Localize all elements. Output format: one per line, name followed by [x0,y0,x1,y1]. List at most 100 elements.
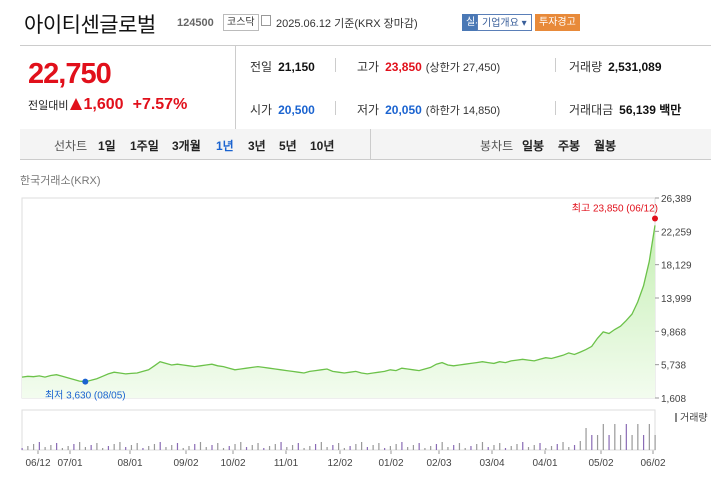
x-tick-label: 03/04 [479,458,504,469]
volume-bar [516,444,518,450]
volume-bar [637,424,639,450]
tab-3m[interactable]: 3개월 [172,139,201,153]
stock-name: 아이티센글로벌 [24,14,156,37]
current-price: 22,750 [28,58,112,90]
tab-3y[interactable]: 3년 [248,139,266,153]
volume-bar [550,446,553,450]
upper-limit: (상한가 27,450) [425,62,501,74]
tab-10y[interactable]: 10년 [310,139,335,153]
volume-bar [309,446,311,450]
low-marker [82,378,89,385]
volume-bar [303,448,305,450]
volume-bar [556,444,558,450]
volume-bar [476,444,478,450]
volume-bar [533,445,535,450]
volume-bar [90,445,92,450]
investment-warning-badge[interactable]: 투자경고 [535,14,580,31]
volume-bar [297,443,299,450]
low-label: 저가 [357,103,380,117]
volume-bar [263,448,265,450]
x-tick-label: 06/02 [640,458,665,469]
volume-bar [165,447,167,450]
volume-bar [61,448,63,450]
volume-bar [171,445,173,450]
y-tick-label: 26,389 [661,194,692,205]
volume-bar [182,448,184,450]
volume-legend: 거래량 [680,412,708,424]
volume-bar [493,445,495,450]
volume-bar [481,442,484,450]
change-label: 전일대비 [28,100,69,112]
volume-bar [113,444,115,450]
volume-bar [418,443,420,450]
volume-value: 2,531,089 [608,60,662,74]
tab-1y[interactable]: 1년 [216,139,234,153]
volume-bar [527,447,530,450]
volume-bar [188,446,190,450]
y-tick-label: 1,608 [661,394,686,405]
volume-bar [355,444,357,450]
volume-bar [522,442,524,450]
volume-bar [458,443,461,450]
stock-code: 124500 [177,17,214,29]
prev-close: 전일 21,150 [250,58,315,75]
x-tick-label: 11/01 [274,458,299,469]
y-tick-label: 5,738 [661,361,686,372]
volume-bar [562,442,564,450]
price-box: 22,750 전일대비 1,600 +7.57% [20,46,236,129]
tab-monthly[interactable]: 월봉 [594,139,617,153]
volume-bar [67,446,69,450]
tab-1w[interactable]: 1주일 [130,139,159,153]
volume-bar [625,424,627,450]
price-change: 전일대비 1,600 +7.57% [28,96,187,114]
tab-daily[interactable]: 일봉 [522,139,545,153]
tab-5y[interactable]: 5년 [279,139,297,153]
volume-bar [102,448,104,450]
volume-bar [142,448,144,450]
volume-bar [430,446,432,450]
volume-bar [349,446,351,450]
volume-legend-swatch [675,413,677,422]
line-chart-label: 선차트 [54,139,88,153]
volume-bar [33,444,35,450]
divider [555,101,556,115]
prev-label: 전일 [250,60,273,74]
prev-value: 21,150 [278,60,315,74]
volume-bar [539,443,541,450]
candle-chart-label: 봉차트 [480,139,514,153]
low-value: 20,050 [385,103,422,117]
volume-bar [585,428,587,450]
volume-bar [217,443,219,450]
volume-bar [596,435,599,450]
y-tick-label: 9,868 [661,327,686,338]
volume-bar [79,442,81,450]
volume-bar [424,448,426,450]
volume-bar [234,444,236,450]
volume-bar [119,442,121,450]
volume-bar [487,447,489,450]
volume-bar [608,435,610,450]
x-tick-label: 02/03 [426,458,451,469]
tab-weekly[interactable]: 주봉 [558,139,581,153]
volume-bar [499,443,501,450]
lower-limit: (하한가 14,850) [425,105,501,117]
divider [555,58,556,72]
volume-label: 거래량 [569,60,603,74]
volume-bar [130,445,133,450]
day-high: 고가 23,850 (상한가 27,450) [357,58,500,75]
company-overview-button[interactable]: 기업개요 ▾ [477,14,532,31]
volume-bar [384,448,386,450]
volume-bar [447,447,449,450]
x-tick-label: 06/12 [25,458,50,469]
y-tick-label: 13,999 [661,294,692,305]
volume-bar [159,442,161,450]
y-tick-label: 22,259 [661,227,692,238]
stock-header: 아이티센글로벌 124500 코스닥 2025.06.12 기준(KRX 장마감… [0,0,711,44]
chart-source: 한국거래소(KRX) [20,175,101,187]
low-annotation: 최저 3,630 (08/05) [45,390,126,402]
trade-amount: 거래대금 56,139 백만 [569,101,681,118]
high-value: 23,850 [385,60,422,74]
volume-bar [199,442,202,450]
volume-bar [21,448,23,450]
tab-1d[interactable]: 1일 [98,139,116,153]
